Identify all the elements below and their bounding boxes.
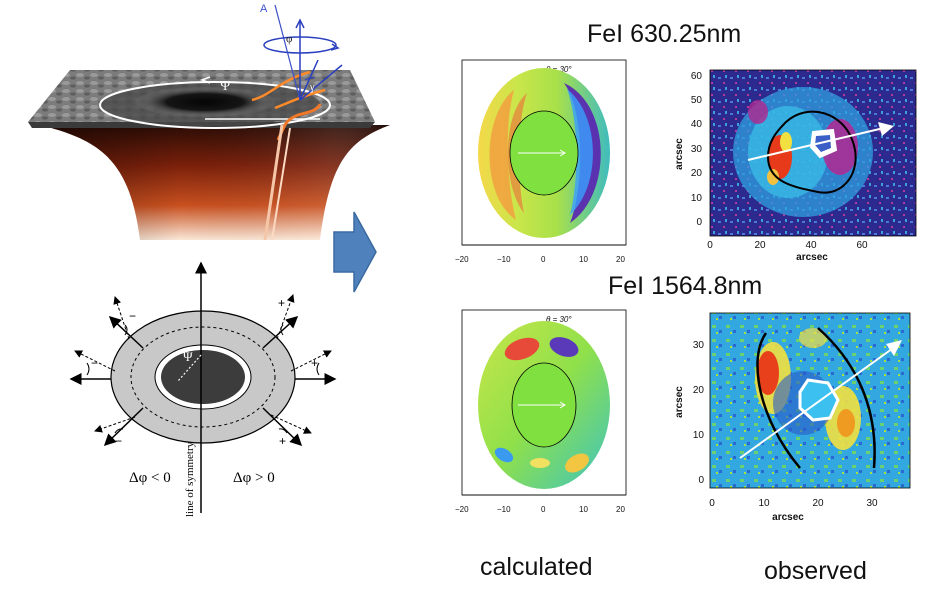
calc-top-xtick-2: 0 — [541, 255, 546, 264]
obs-top-ytick-10: 10 — [691, 193, 703, 204]
theta-label-bottom: θ = 30° — [546, 315, 572, 324]
calc-bottom-xtick-0: −20 — [455, 505, 469, 514]
obs-top-xtick-20: 20 — [754, 240, 766, 251]
obs-top-ytick-20: 20 — [691, 168, 703, 179]
gamma-label-3d: γ — [309, 82, 315, 93]
letter-a: A — [260, 3, 268, 15]
calc-bottom-xtick-4: 20 — [616, 505, 625, 514]
field-line-tube — [263, 124, 284, 241]
sign-left-mid: − — [91, 356, 98, 370]
sign-right-bottom: + — [279, 434, 286, 448]
heading-fe-1564: FeI 1564.8nm — [608, 272, 763, 300]
calc-top-xtick-1: −10 — [497, 255, 511, 264]
obs-top-xtick-0: 0 — [707, 240, 713, 251]
obs-top-ytick-30: 30 — [691, 144, 703, 155]
observed-map-top: 60 50 40 30 20 10 0 0 20 40 60 arcsec ar… — [674, 69, 917, 262]
calc-top-xtick-4: 20 — [616, 255, 625, 264]
obs-top-xtick-40: 40 — [805, 240, 817, 251]
calc-top-xtick-3: 10 — [579, 255, 588, 264]
sign-right-mid: + — [311, 356, 318, 370]
azimuth-circle — [99, 81, 331, 129]
obs-top-ytick-60: 60 — [691, 71, 703, 82]
obs-top-ytick-0: 0 — [696, 217, 702, 228]
calculated-map-bottom: θ = 30° −20 −10 0 10 20 — [455, 309, 627, 514]
obs-bottom-xtick-20: 20 — [812, 498, 824, 509]
field-line-2 — [274, 88, 326, 110]
obs-top-ytick-40: 40 — [691, 119, 703, 130]
line-of-symmetry-label: line of symmetry — [184, 441, 196, 517]
delta-phi-positive: Δφ > 0 — [233, 470, 275, 486]
obs-bottom-ytick-10: 10 — [693, 430, 705, 441]
theta-label-top: θ = 30° — [546, 65, 572, 74]
calc-top-xtick-0: −20 — [455, 255, 469, 264]
obs-top-xlabel: arcsec — [796, 252, 828, 262]
calculated-map-top: θ = 30° −20 −10 0 10 20 — [455, 59, 627, 264]
observed-map-bottom: 30 20 10 0 0 10 20 30 arcsec arcsec — [674, 312, 911, 523]
obs-bottom-xtick-0: 0 — [709, 498, 715, 509]
umbra — [135, 87, 275, 117]
phi-label-3d: φ — [286, 33, 292, 45]
obs-bottom-ytick-30: 30 — [693, 340, 705, 351]
calc-bottom-xtick-3: 10 — [579, 505, 588, 514]
obs-top-ytick-50: 50 — [691, 95, 703, 106]
sign-left-bottom: − — [115, 434, 122, 448]
calc-bottom-xtick-1: −10 — [497, 505, 511, 514]
symmetry-schematic: Ψ − + − + − + line of symmetry Δφ < 0 Δφ… — [69, 261, 337, 517]
field-line-1 — [251, 70, 311, 102]
heading-fe-630: FeI 630.25nm — [587, 20, 742, 48]
transition-arrow — [333, 211, 377, 293]
obs-bottom-xlabel: arcsec — [772, 512, 804, 523]
caption-calculated: calculated — [480, 553, 593, 581]
sunspot-3d-model: Ψ A φ γ — [28, 3, 390, 241]
psi-label-3d: Ψ — [220, 79, 231, 94]
obs-bottom-ytick-0: 0 — [698, 475, 704, 486]
sign-left-top: − — [129, 309, 136, 323]
umbra-ellipse — [161, 350, 245, 404]
obs-top-ylabel: arcsec — [674, 138, 685, 170]
obs-top-xtick-60: 60 — [856, 240, 868, 251]
sign-right-top: + — [278, 296, 285, 310]
delta-phi-negative: Δφ < 0 — [129, 470, 171, 486]
obs-bottom-ytick-20: 20 — [693, 385, 705, 396]
calc-bottom-xtick-2: 0 — [541, 505, 546, 514]
caption-observed: observed — [764, 557, 867, 585]
obs-bottom-xtick-30: 30 — [866, 498, 878, 509]
obs-bottom-ylabel: arcsec — [674, 386, 685, 418]
psi-label-schematic: Ψ — [183, 349, 193, 364]
obs-bottom-xtick-10: 10 — [758, 498, 770, 509]
